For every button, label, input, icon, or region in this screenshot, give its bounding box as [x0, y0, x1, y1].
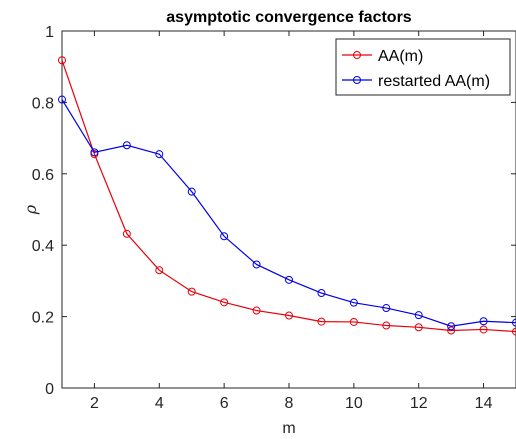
data-point	[58, 95, 66, 104]
data-point	[349, 298, 358, 307]
data-point	[512, 318, 516, 327]
data-point	[382, 321, 391, 330]
data-point	[414, 323, 423, 332]
series-line	[61, 60, 516, 333]
data-point	[512, 327, 516, 336]
data-point	[317, 289, 326, 298]
data-point	[122, 141, 131, 150]
y-tick-label: 0	[45, 381, 54, 398]
data-point	[155, 150, 164, 159]
data-point	[252, 306, 261, 315]
x-tick-label: 2	[90, 395, 99, 412]
data-point	[155, 266, 164, 275]
data-point	[317, 317, 326, 326]
data-point	[90, 148, 99, 157]
legend-entry: restarted AA(m)	[342, 73, 490, 90]
y-tick-label: 1	[45, 24, 54, 41]
series-2	[58, 95, 516, 331]
legend-marker	[353, 76, 361, 84]
series-line	[61, 99, 516, 327]
data-point	[252, 260, 261, 269]
x-axis-label: m	[282, 420, 295, 437]
data-point	[187, 187, 196, 196]
data-point	[187, 287, 196, 296]
data-point	[447, 326, 456, 335]
x-tick-label: 6	[220, 395, 229, 412]
y-tick-label: 0.6	[32, 167, 54, 184]
legend: AA(m) restarted AA(m)	[335, 38, 511, 96]
x-tick-label: 10	[345, 395, 363, 412]
y-tick-label: 0.8	[32, 95, 54, 112]
y-tick-label: 0.4	[32, 238, 54, 255]
y-axis: 0 0.2 0.4 0.6 0.8 1	[32, 24, 516, 398]
series-1	[58, 56, 516, 336]
data-point	[58, 56, 66, 65]
legend-label: AA(m)	[378, 48, 423, 65]
x-tick-label: 14	[475, 395, 493, 412]
data-point	[285, 311, 293, 320]
data-point	[349, 317, 358, 326]
data-point	[479, 325, 488, 334]
y-axis-label: ρ	[21, 204, 40, 215]
data-point	[285, 275, 293, 284]
x-tick-label: 4	[155, 395, 164, 412]
x-tick-label: 8	[285, 395, 294, 412]
data-point	[220, 298, 229, 307]
x-axis: 2 4 6 8 10 12 14	[90, 31, 493, 412]
series-layer	[58, 56, 516, 336]
legend-entry: AA(m)	[342, 48, 423, 65]
data-point	[447, 322, 456, 331]
y-tick-label: 0.2	[32, 310, 54, 327]
legend-marker	[353, 51, 361, 59]
data-point	[479, 317, 488, 326]
data-point	[220, 232, 229, 241]
data-point	[414, 311, 423, 320]
data-point	[122, 229, 131, 238]
data-point	[382, 304, 391, 313]
chart-title: asymptotic convergence factors	[166, 9, 412, 26]
legend-label: restarted AA(m)	[378, 73, 490, 90]
x-tick-label: 12	[410, 395, 428, 412]
legend-box	[335, 38, 511, 96]
